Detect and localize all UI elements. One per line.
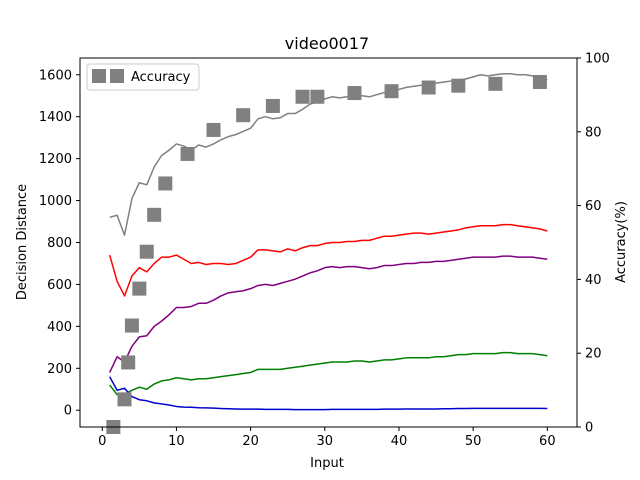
y2-tick-label: 40 — [585, 273, 602, 288]
x-tick-label: 60 — [539, 434, 556, 449]
series-3-line — [109, 351, 548, 396]
accuracy-point — [206, 122, 221, 137]
accuracy-point — [488, 76, 503, 91]
accuracy-point — [124, 318, 139, 333]
x-tick-label: 40 — [391, 434, 408, 449]
legend: Accuracy — [86, 63, 200, 91]
accuracy-point — [532, 74, 547, 89]
accuracy-point — [147, 207, 162, 222]
accuracy-point — [265, 98, 280, 113]
y-tick-label: 200 — [47, 362, 72, 377]
accuracy-point — [132, 281, 147, 296]
y-tick-label: 800 — [47, 236, 72, 251]
plot-area — [106, 72, 548, 434]
y-tick-label: 600 — [47, 278, 72, 293]
legend-label: Accuracy — [131, 70, 191, 85]
accuracy-point — [421, 80, 436, 95]
y2-axis-label: Accuracy(%) — [614, 201, 629, 283]
y-tick-label: 1000 — [39, 194, 72, 209]
accuracy-point — [121, 355, 136, 370]
y2-tick-label: 100 — [585, 52, 610, 67]
y2-tick-label: 80 — [585, 125, 602, 140]
x-axis-label: Input — [310, 456, 344, 471]
legend-marker — [110, 69, 124, 83]
x-tick-label: 50 — [465, 434, 482, 449]
series-0-line — [109, 72, 548, 236]
series-4-line — [109, 376, 548, 411]
accuracy-point — [158, 176, 173, 191]
accuracy-point — [117, 392, 132, 407]
accuracy-point — [384, 84, 399, 99]
axes: 0 10 20 30 40 50 60020040060080010001200140016… — [39, 52, 610, 450]
y-axis-label: Decision Distance — [15, 184, 30, 300]
y-tick-label: 0 — [64, 404, 72, 419]
x-tick-label: 20 — [242, 434, 259, 449]
y2-tick-label: 20 — [585, 347, 602, 362]
legend-marker — [92, 69, 106, 83]
y-tick-label: 1400 — [39, 110, 72, 125]
accuracy-point — [139, 244, 154, 259]
y2-tick-label: 60 — [585, 199, 602, 214]
accuracy-point — [451, 78, 466, 93]
y-tick-label: 1600 — [39, 68, 72, 83]
accuracy-point — [347, 86, 362, 101]
accuracy-point — [180, 146, 195, 161]
chart-title: video0017 — [285, 34, 369, 53]
series-2-line — [108, 255, 548, 373]
y-tick-label: 1200 — [39, 152, 72, 167]
accuracy-point — [310, 89, 325, 104]
x-tick-label: 0 — [98, 434, 106, 449]
accuracy-point — [236, 108, 251, 123]
series-1-line — [108, 223, 548, 297]
y2-tick-label: 0 — [585, 421, 593, 436]
y-tick-label: 400 — [47, 320, 72, 335]
series-5-markers — [106, 74, 547, 434]
accuracy-point — [295, 89, 310, 104]
x-tick-label: 10 — [168, 434, 185, 449]
x-tick-label: 30 — [317, 434, 334, 449]
